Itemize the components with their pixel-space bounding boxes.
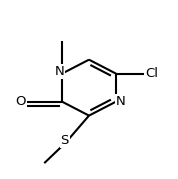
Text: N: N — [54, 65, 64, 78]
Text: N: N — [116, 95, 125, 108]
Text: O: O — [15, 95, 26, 108]
Text: S: S — [61, 134, 69, 147]
Text: Cl: Cl — [146, 67, 159, 80]
